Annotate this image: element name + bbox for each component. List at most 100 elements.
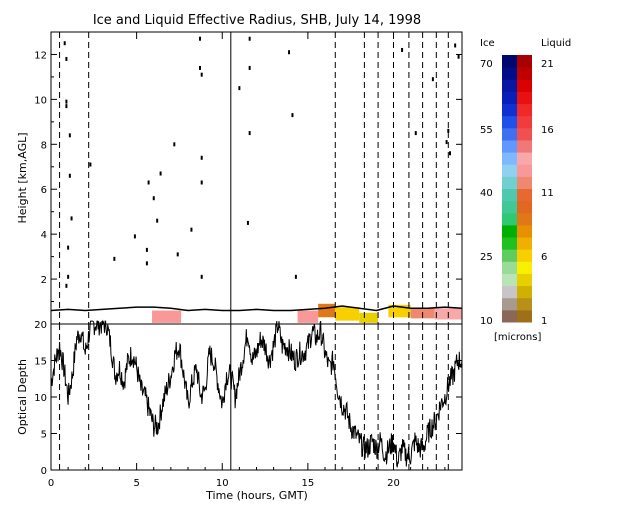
colorbar-liquid-swatch [517,285,532,299]
ice-speck [401,47,404,52]
ice-speck [190,227,193,232]
optical-depth-line [50,319,463,468]
ice-speck [447,128,450,133]
ice-speck [89,162,92,167]
colorbar-ice-swatch [502,224,517,238]
colorbar-ice-swatch [502,164,517,177]
colorbar-liquid-swatch [517,79,532,92]
colorbar-liquid-swatch [517,55,532,68]
optical-depth-axis-label: Optical Depth [16,359,29,435]
colorbar-ice-swatch [502,115,517,129]
time-tick-label: 10 [216,478,229,489]
height-tick-label: 4 [41,230,47,241]
colorbar-ice-swatch [502,152,517,165]
ice-speck [198,36,201,41]
effective-radius-panel: 2 4 6 8 10 12 Height [km,AGL] [16,31,463,325]
ice-speck [288,50,291,55]
ice-speck [248,36,251,41]
ice-speck [63,41,66,46]
ice-specks [63,36,460,288]
ice-speck [431,77,434,82]
colorbar-liquid-swatch [517,152,532,165]
colorbar: Ice Liquid 70 55 40 25 10 21 16 11 6 1 [microns] [480,38,571,343]
height-tick-label: 6 [41,185,47,196]
height-axis-ticks: 2 4 6 8 10 12 [34,31,462,303]
liquid-patch [335,307,360,321]
colorbar-ice-header: Ice [480,38,495,49]
time-tick-label: 20 [387,478,400,489]
liquid-patch [152,310,182,323]
colorbar-ice-swatch [502,55,517,68]
colorbar-liquid-swatch [517,309,532,323]
ice-speck [176,252,179,257]
colorbar-ice-tick-label: 40 [480,188,493,199]
colorbar-liquid-swatch [517,212,532,226]
ice-speck [173,142,176,147]
liquid-patch [359,312,379,323]
colorbar-ice-swatch [502,139,517,153]
ice-speck [70,216,73,221]
colorbar-ice-swatch [502,309,517,323]
time-tick-label: 5 [133,478,139,489]
colorbar-ice-swatch [502,273,517,287]
time-tick-label: 0 [48,478,54,489]
top-plot-frame [50,31,463,325]
colorbar-ice-tick-label: 10 [480,316,493,327]
ice-speck [449,151,452,156]
colorbar-ice-swatch [502,79,517,92]
colorbar-ice-ticks: 70 55 40 25 10 [480,59,493,327]
ice-speck [145,247,148,252]
height-tick-label: 12 [34,50,47,61]
colorbar-liquid-swatch [517,164,532,177]
colorbar-liquid-tick-label: 1 [541,316,547,327]
colorbar-ice-tick-label: 70 [480,59,493,70]
colorbar-liquid-swatch [517,115,532,129]
colorbar-ice-swatch [502,67,517,80]
ice-speck [65,56,68,61]
colorbar-ice-tick-label: 25 [480,252,493,263]
top-vlines [59,32,449,324]
ice-speck [248,131,251,136]
ice-speck [65,283,68,288]
optical-depth-tick-label: 5 [41,430,47,441]
ice-speck [68,133,71,138]
ice-speck [152,196,155,201]
ice-speck [238,86,241,91]
optical-depth-tick-label: 10 [34,393,47,404]
ice-speck [67,245,70,250]
colorbar-liquid-swatch [517,103,532,117]
colorbar-ice-swatch [502,237,517,250]
ice-speck [65,99,68,104]
ice-speck [246,220,249,225]
ice-speck [200,274,203,279]
time-axis-label: Time (hours, GMT) [205,489,308,502]
colorbar-ice-swatch [502,285,517,299]
liquid-patch [318,303,336,318]
ice-speck [454,43,457,48]
ice-speck [200,155,203,160]
colorbar-liquid-tick-label: 16 [541,125,554,136]
ice-speck [133,234,136,239]
colorbar-liquid-swatch [517,139,532,153]
colorbar-liquid-swatch [517,249,532,262]
ice-speck [113,256,116,261]
colorbar-liquid-swatch [517,273,532,287]
colorbar-liquid-tick-label: 6 [541,252,547,263]
colorbar-units: [microns] [494,332,541,343]
colorbar-liquid-swatch [517,67,532,80]
colorbar-liquid-swatch [517,200,532,214]
optical-depth-panel: 0 5 10 15 20 0 5 10 15 20 Optical Depth Time (ho… [16,32,463,502]
ice-speck [414,131,417,136]
colorbar-liquid-tick-label: 11 [541,188,554,199]
height-tick-label: 2 [41,275,47,286]
colorbar-liquid-swatch [517,224,532,238]
colorbar-liquid-swatch [517,261,532,274]
time-axis-ticks: 0 5 10 15 20 [48,32,446,489]
optical-depth-tick-label: 20 [34,320,47,331]
ice-speck [291,113,294,118]
ice-speck [248,65,251,70]
colorbar-liquid-swatches [517,55,532,323]
ice-speck [159,171,162,176]
optical-depth-tick-label: 15 [34,357,47,368]
ice-speck [200,180,203,185]
